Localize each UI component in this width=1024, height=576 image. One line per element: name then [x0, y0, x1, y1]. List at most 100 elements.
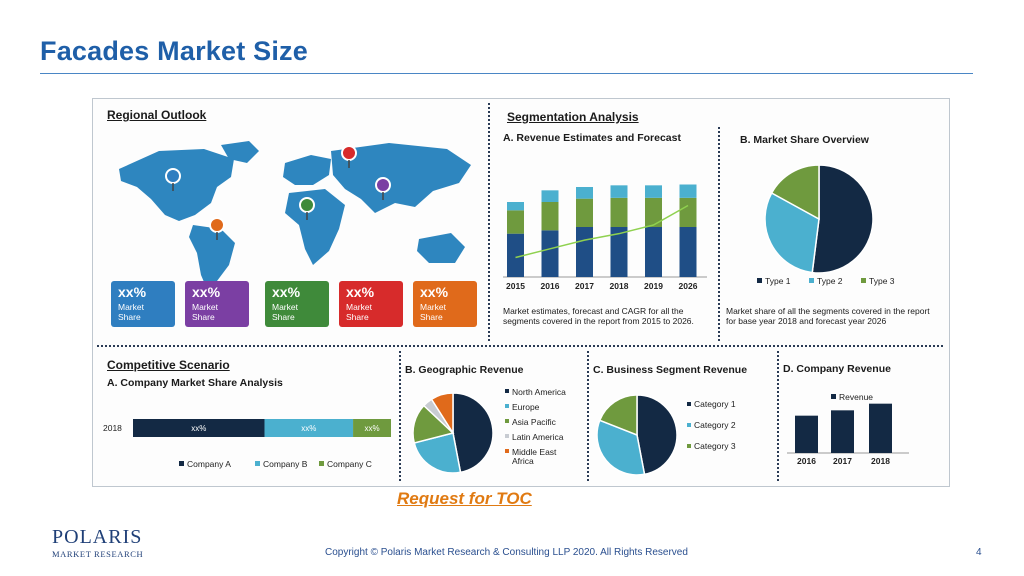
company-share-label: xx% [301, 424, 316, 433]
company-legend-label: Company C [327, 459, 372, 469]
geo-legend-label: Latin America [512, 432, 564, 442]
revenue-bar-segment [576, 187, 593, 199]
company-revenue-bar [869, 403, 892, 453]
business-legend-swatch [687, 444, 691, 448]
geo-legend-label: Europe [512, 402, 540, 412]
market-share-legend-swatch [809, 278, 814, 283]
revenue-bar-segment [645, 227, 662, 277]
revenue-bar-segment [610, 185, 628, 198]
market-share-pie: Type 1 Type 2 Type 3 [757, 164, 895, 286]
revenue-year-label: 2017 [575, 281, 594, 291]
world-map [119, 141, 471, 289]
region-share-card: xx% Market Share [339, 281, 403, 327]
business-legend-label: Category 1 [694, 399, 736, 409]
company-share-title: A. Company Market Share Analysis [107, 377, 283, 389]
divider-biz [587, 351, 589, 481]
geo-legend-swatch [505, 389, 509, 393]
region-share-card: xx% Market Share [185, 281, 249, 327]
market-share-slice [811, 164, 874, 274]
revenue-bar-segment [576, 227, 593, 277]
asia-shape [331, 143, 471, 213]
page-title: Facades Market Size [40, 36, 308, 66]
geo-legend-label: Middle East [512, 447, 557, 457]
company-legend-swatch [179, 461, 184, 466]
revenue-bar-segment [507, 233, 524, 277]
market-share-title: B. Market Share Overview [740, 134, 869, 146]
company-legend-swatch [319, 461, 324, 466]
infographic-panel: Regional Outlook xx% Market Share xx% Market… [92, 98, 950, 487]
regional-outlook-heading: Regional Outlook [107, 108, 207, 122]
card-label: Market Share [346, 302, 372, 322]
company-revenue-bar [795, 415, 818, 453]
africa-shape [285, 189, 345, 265]
revenue-year-label: 2019 [644, 281, 663, 291]
request-toc-link[interactable]: Request for TOC [397, 489, 532, 508]
geo-legend-label: North America [512, 387, 566, 397]
geo-legend-swatch [505, 434, 509, 438]
revenue-year-label: 2015 [506, 281, 525, 291]
revenue-year-label: 2016 [541, 281, 560, 291]
market-share-slice [764, 191, 820, 274]
revenue-bar-segment [679, 227, 697, 277]
polaris-logo-subtitle: MARKET RESEARCH [52, 549, 144, 559]
geo-legend-swatch [505, 449, 509, 453]
geo-revenue-pie: North America Europe Asia Pacific Latin Ame… [412, 387, 566, 474]
business-legend-label: Category 3 [694, 441, 736, 451]
geo-legend-swatch [505, 404, 509, 408]
revenue-bar-segment [679, 197, 697, 227]
company-share-bar: 2018 xx% xx% xx% Company A Company B Company C [103, 419, 391, 469]
pin-north-america-icon [165, 168, 181, 191]
revenue-year-label: 2018 [610, 281, 629, 291]
north-america-shape [119, 149, 234, 221]
map-pins [165, 145, 391, 240]
revenue-bar-segment [507, 210, 524, 234]
revenue-bar-segment [541, 230, 559, 277]
region-share-card: xx% Market Share [111, 281, 175, 327]
revenue-estimates-title: A. Revenue Estimates and Forecast [503, 132, 681, 144]
company-share-label: xx% [364, 424, 379, 433]
card-percent: xx% [272, 284, 301, 300]
card-percent: xx% [346, 284, 375, 300]
revenue-note: Market estimates, forecast and CAGR for … [503, 306, 694, 326]
revenue-bar-segment [679, 184, 697, 198]
card-label: Market Share [192, 302, 218, 322]
business-segment-title: C. Business Segment Revenue [593, 364, 748, 376]
company-share-segment [133, 419, 265, 437]
business-legend-swatch [687, 402, 691, 406]
title-divider [40, 73, 973, 74]
revenue-bar-segment [541, 190, 559, 202]
company-legend-swatch [255, 461, 260, 466]
geo-revenue-title: B. Geographic Revenue [405, 364, 524, 376]
company-revenue-legend-label: Revenue [839, 392, 873, 402]
copyright-text: Copyright © Polaris Market Research & Co… [325, 547, 688, 558]
revenue-bar-segment [507, 202, 524, 211]
europe-shape [283, 155, 331, 185]
business-segment-pie: Category 1 Category 2 Category 3 [596, 394, 736, 476]
pin-asia-icon [375, 177, 391, 200]
divider-horizontal [97, 345, 943, 347]
segmentation-heading: Segmentation Analysis [507, 110, 639, 124]
geo-legend-swatch [505, 419, 509, 423]
revenue-bar-segment [541, 202, 559, 231]
greenland-shape [221, 141, 259, 163]
revenue-bar-segment [645, 197, 662, 227]
region-share-card: xx% Market Share [413, 281, 477, 327]
market-share-slice [770, 164, 820, 221]
geo-legend-label: Africa [512, 456, 534, 466]
market-share-legend-label: Type 3 [869, 276, 895, 286]
geo-slice [430, 392, 454, 436]
market-share-legend-label: Type 2 [817, 276, 843, 286]
region-share-card: xx% Market Share [265, 281, 329, 327]
australia-shape [417, 233, 465, 263]
geo-legend-label: Asia Pacific [512, 417, 557, 427]
pin-europe-icon [341, 145, 357, 168]
company-legend-label: Company A [187, 459, 231, 469]
company-revenue-year-label: 2017 [833, 456, 852, 466]
geo-slice [452, 392, 494, 474]
divider-regional [488, 103, 490, 341]
divider-segmentation [718, 127, 720, 341]
market-share-legend-swatch [861, 278, 866, 283]
card-percent: xx% [118, 284, 147, 300]
company-revenue-year-label: 2016 [797, 456, 816, 466]
revenue-bar-segment [576, 198, 593, 227]
